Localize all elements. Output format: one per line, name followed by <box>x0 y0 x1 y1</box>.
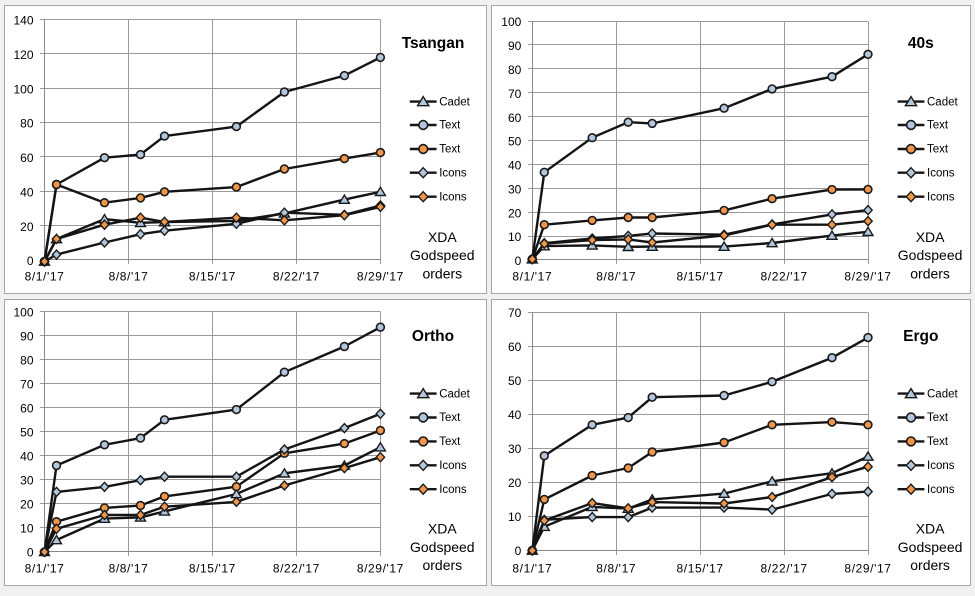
svg-text:Text: Text <box>927 436 949 448</box>
svg-text:8/1/'17: 8/1/'17 <box>25 561 65 575</box>
svg-text:Godspeed: Godspeed <box>898 247 963 263</box>
svg-text:120: 120 <box>13 48 33 62</box>
svg-text:90: 90 <box>508 39 522 53</box>
svg-text:8/22/'17: 8/22/'17 <box>273 561 320 575</box>
svg-text:0: 0 <box>27 546 34 560</box>
svg-text:orders: orders <box>910 265 950 281</box>
svg-text:Tsangan: Tsangan <box>402 35 465 52</box>
svg-text:8/22/'17: 8/22/'17 <box>761 561 808 575</box>
svg-text:Cadet: Cadet <box>439 388 470 400</box>
svg-text:XDA: XDA <box>428 229 457 245</box>
svg-text:60: 60 <box>20 151 34 165</box>
svg-text:Text: Text <box>439 436 461 448</box>
svg-text:8/15/'17: 8/15/'17 <box>677 561 724 575</box>
svg-text:orders: orders <box>422 557 462 573</box>
svg-text:40: 40 <box>20 450 34 464</box>
svg-text:10: 10 <box>508 230 522 244</box>
svg-text:8/29/'17: 8/29/'17 <box>844 270 891 284</box>
svg-text:XDA: XDA <box>428 521 457 537</box>
svg-text:60: 60 <box>20 402 34 416</box>
svg-text:0: 0 <box>515 254 522 268</box>
svg-text:8/8/'17: 8/8/'17 <box>109 561 149 575</box>
svg-text:Godspeed: Godspeed <box>410 247 475 263</box>
svg-text:80: 80 <box>20 117 34 131</box>
svg-text:30: 30 <box>20 474 34 488</box>
svg-text:20: 20 <box>508 476 522 490</box>
svg-text:8/22/'17: 8/22/'17 <box>273 270 320 284</box>
svg-text:Icons: Icons <box>439 191 467 203</box>
svg-text:Godspeed: Godspeed <box>898 539 963 555</box>
svg-text:Ortho: Ortho <box>412 328 454 345</box>
svg-text:Icons: Icons <box>439 460 467 472</box>
svg-text:8/22/'17: 8/22/'17 <box>761 270 808 284</box>
svg-text:8/15/'17: 8/15/'17 <box>677 270 724 284</box>
svg-text:8/15/'17: 8/15/'17 <box>189 270 236 284</box>
svg-text:60: 60 <box>508 111 522 125</box>
svg-text:70: 70 <box>508 87 522 101</box>
svg-text:Icons: Icons <box>439 167 467 179</box>
svg-text:20: 20 <box>20 220 34 234</box>
svg-text:Text: Text <box>439 120 461 132</box>
svg-text:Icons: Icons <box>439 484 467 496</box>
svg-text:10: 10 <box>20 522 34 536</box>
svg-text:8/8/'17: 8/8/'17 <box>596 561 636 575</box>
svg-text:80: 80 <box>508 63 522 77</box>
svg-text:Text: Text <box>439 412 461 424</box>
svg-text:30: 30 <box>508 442 522 456</box>
svg-text:Cadet: Cadet <box>927 388 958 400</box>
svg-text:8/29/'17: 8/29/'17 <box>844 561 891 575</box>
svg-text:40: 40 <box>508 408 522 422</box>
svg-text:Icons: Icons <box>927 484 955 496</box>
svg-text:90: 90 <box>20 330 34 344</box>
svg-text:Cadet: Cadet <box>439 96 470 108</box>
svg-text:50: 50 <box>508 374 522 388</box>
svg-text:Text: Text <box>927 144 949 156</box>
svg-text:XDA: XDA <box>916 521 945 537</box>
svg-text:Cadet: Cadet <box>927 96 958 108</box>
svg-text:70: 70 <box>508 306 522 320</box>
svg-text:100: 100 <box>13 82 33 96</box>
svg-text:Text: Text <box>927 120 949 132</box>
svg-text:8/1/'17: 8/1/'17 <box>512 270 552 284</box>
svg-text:40s: 40s <box>908 35 934 52</box>
svg-text:Icons: Icons <box>927 460 955 472</box>
svg-text:40: 40 <box>508 159 522 173</box>
svg-text:50: 50 <box>508 135 522 149</box>
svg-text:8/29/'17: 8/29/'17 <box>357 561 404 575</box>
svg-text:50: 50 <box>20 426 34 440</box>
svg-text:140: 140 <box>13 14 33 28</box>
svg-text:XDA: XDA <box>916 229 945 245</box>
svg-text:0: 0 <box>27 254 34 268</box>
svg-text:Text: Text <box>439 144 461 156</box>
svg-text:100: 100 <box>501 15 521 29</box>
svg-text:100: 100 <box>13 306 33 320</box>
svg-text:orders: orders <box>910 557 950 573</box>
svg-text:0: 0 <box>515 544 522 558</box>
svg-text:8/8/'17: 8/8/'17 <box>596 270 636 284</box>
svg-text:8/1/'17: 8/1/'17 <box>512 561 552 575</box>
svg-text:30: 30 <box>508 182 522 196</box>
svg-text:40: 40 <box>20 185 34 199</box>
svg-text:8/1/'17: 8/1/'17 <box>25 270 65 284</box>
svg-text:60: 60 <box>508 340 522 354</box>
svg-text:8/8/'17: 8/8/'17 <box>109 270 149 284</box>
svg-text:Ergo: Ergo <box>903 328 938 345</box>
svg-text:Text: Text <box>927 412 949 424</box>
svg-text:orders: orders <box>422 265 462 281</box>
svg-text:8/15/'17: 8/15/'17 <box>189 561 236 575</box>
svg-text:Godspeed: Godspeed <box>410 539 475 555</box>
svg-text:Icons: Icons <box>927 167 955 179</box>
svg-text:Icons: Icons <box>927 191 955 203</box>
svg-text:10: 10 <box>508 510 522 524</box>
svg-text:70: 70 <box>20 378 34 392</box>
svg-text:8/29/'17: 8/29/'17 <box>357 270 404 284</box>
svg-text:20: 20 <box>508 206 522 220</box>
svg-text:20: 20 <box>20 498 34 512</box>
svg-text:80: 80 <box>20 354 34 368</box>
